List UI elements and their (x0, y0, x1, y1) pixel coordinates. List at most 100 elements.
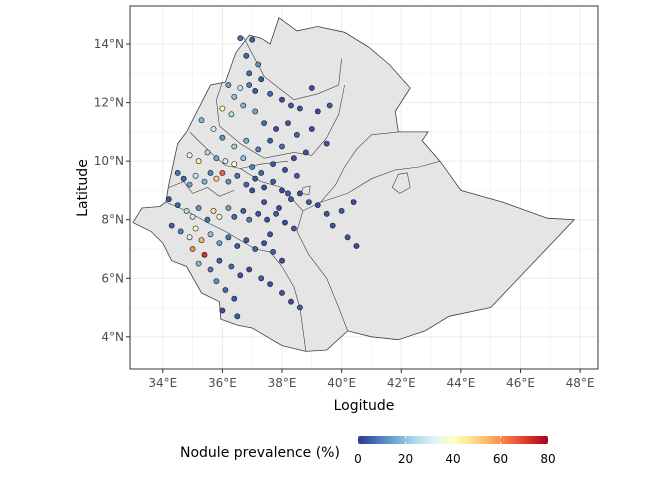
survey-point-64 (279, 187, 285, 194)
survey-point-32 (243, 137, 250, 144)
legend-tick-label-0: 0 (354, 452, 362, 466)
survey-point-23 (273, 126, 279, 132)
x-tick-label-6: 46°E (506, 376, 535, 390)
y-tick-label-2: 8°N (101, 213, 124, 227)
survey-point-45 (249, 164, 256, 170)
x-tick-label-2: 38°E (268, 376, 297, 390)
legend-colorbar (358, 436, 548, 444)
survey-point-120 (353, 243, 360, 249)
survey-point-56 (213, 175, 220, 182)
survey-point-18 (219, 105, 226, 112)
survey-point-82 (255, 210, 262, 217)
survey-point-34 (267, 137, 273, 144)
survey-point-86 (290, 225, 297, 232)
x-tick-label-1: 36°E (208, 376, 237, 390)
survey-point-19 (228, 111, 235, 118)
y-tick-label-3: 10°N (94, 154, 124, 168)
survey-point-36 (290, 155, 297, 162)
survey-point-29 (210, 126, 217, 132)
x-tick-label-3: 40°E (327, 376, 356, 390)
survey-point-12 (288, 102, 294, 109)
survey-point-111 (279, 289, 285, 296)
survey-point-30 (219, 134, 226, 141)
survey-point-127 (285, 190, 291, 197)
survey-point-9 (252, 88, 259, 94)
survey-point-76 (210, 207, 217, 214)
survey-point-52 (186, 181, 193, 188)
survey-point-100 (279, 257, 285, 264)
survey-point-67 (305, 199, 312, 205)
survey-point-115 (222, 287, 229, 293)
survey-point-110 (267, 281, 273, 287)
survey-point-78 (225, 205, 232, 211)
survey-point-24 (285, 120, 291, 126)
survey-points (165, 35, 360, 320)
survey-point-75 (204, 216, 211, 223)
survey-point-71 (174, 202, 181, 208)
survey-point-49 (293, 172, 300, 179)
survey-point-114 (213, 278, 220, 285)
survey-point-89 (186, 234, 193, 241)
plot-panel-border (129, 5, 599, 370)
survey-point-54 (201, 178, 208, 185)
survey-point-61 (252, 175, 259, 182)
survey-point-88 (177, 228, 184, 235)
survey-point-125 (261, 199, 267, 205)
survey-point-105 (216, 257, 223, 264)
survey-point-87 (168, 222, 175, 229)
survey-point-40 (204, 149, 211, 156)
survey-point-101 (189, 246, 196, 252)
survey-point-108 (246, 266, 253, 273)
survey-point-104 (207, 266, 214, 273)
survey-point-91 (198, 237, 205, 244)
survey-point-39 (195, 158, 202, 165)
x-tick-label-0: 34°E (148, 376, 177, 390)
survey-point-113 (296, 304, 303, 311)
x-axis-title: Logitude (334, 398, 395, 414)
legend-title: Nodule prevalence (%) (180, 445, 340, 461)
x-tick-label-4: 42°E (387, 376, 416, 390)
survey-point-98 (261, 240, 267, 246)
survey-point-96 (243, 237, 250, 244)
y-tick-label-5: 14°N (94, 37, 124, 51)
x-tick-label-7: 48°E (566, 376, 595, 390)
survey-point-47 (270, 161, 276, 167)
survey-point-80 (240, 207, 247, 214)
survey-point-2 (243, 52, 250, 59)
y-tick-label-1: 6°N (101, 271, 124, 285)
survey-point-70 (165, 196, 172, 203)
survey-point-16 (308, 85, 315, 91)
survey-point-0 (237, 35, 244, 42)
survey-point-59 (234, 172, 241, 179)
survey-point-118 (234, 313, 241, 320)
survey-point-25 (293, 131, 300, 138)
region-border-2 (189, 131, 289, 169)
survey-point-20 (240, 102, 247, 109)
survey-point-73 (189, 213, 196, 220)
survey-point-58 (225, 178, 232, 185)
legend-tick-label-4: 80 (540, 452, 555, 466)
region-border-5 (296, 160, 441, 332)
survey-point-6 (225, 82, 232, 88)
x-axis: 34°E 36°E 38°E 40°E 42°E 44°E 46°E 48°E (148, 369, 595, 390)
survey-point-57 (219, 169, 226, 176)
survey-point-15 (326, 102, 333, 109)
survey-point-43 (231, 161, 238, 167)
survey-point-66 (296, 190, 303, 197)
survey-point-63 (270, 178, 276, 185)
survey-point-123 (350, 199, 357, 205)
survey-point-13 (296, 105, 303, 112)
color-legend: Nodule prevalence (%) 0 20 40 60 80 (180, 436, 556, 466)
region-border-3 (168, 181, 235, 197)
survey-point-109 (258, 275, 265, 282)
survey-point-35 (279, 143, 285, 150)
survey-point-22 (261, 120, 267, 126)
survey-point-17 (231, 93, 238, 100)
survey-point-124 (249, 187, 256, 194)
x-tick-label-5: 44°E (446, 376, 475, 390)
survey-point-21 (252, 108, 259, 115)
legend-tick-label-1: 20 (398, 452, 413, 466)
survey-point-68 (314, 202, 321, 208)
survey-point-65 (288, 196, 294, 203)
